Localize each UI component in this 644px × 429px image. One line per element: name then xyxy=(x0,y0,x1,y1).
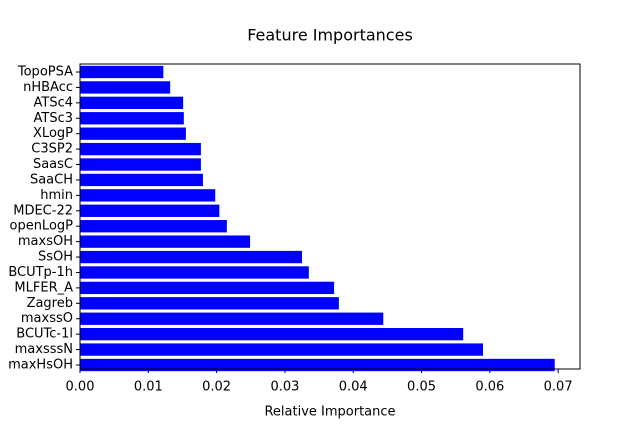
bar xyxy=(80,297,339,310)
bar xyxy=(80,96,184,110)
bar xyxy=(80,235,251,248)
bar xyxy=(80,343,484,356)
bar xyxy=(80,189,216,202)
y-tick-label: Zagreb xyxy=(27,296,73,311)
bar xyxy=(80,266,309,279)
y-tick-label: nHBAcc xyxy=(23,80,73,95)
y-tick-label: maxsOH xyxy=(18,234,73,249)
y-tick-label: SsOH xyxy=(38,250,73,265)
y-tick-label: MDEC-22 xyxy=(13,203,73,218)
bar xyxy=(80,250,302,264)
x-tick-label: 0.06 xyxy=(475,380,504,395)
bar xyxy=(80,127,186,140)
x-tick-label: 0.03 xyxy=(270,380,299,395)
x-tick-label: 0.05 xyxy=(407,380,436,395)
y-tick-label: TopoPSA xyxy=(17,65,73,80)
y-tick-label: maxHsOH xyxy=(8,358,73,373)
bar xyxy=(80,204,220,217)
y-tick-label: hmin xyxy=(40,188,73,203)
bar xyxy=(80,327,464,341)
y-tick-label: XLogP xyxy=(33,126,73,141)
y-tick-label: BCUTc-1l xyxy=(16,327,73,342)
bar xyxy=(80,312,384,325)
bar xyxy=(80,65,164,79)
x-tick-label: 0.07 xyxy=(544,380,573,395)
y-tick-label: maxssO xyxy=(21,311,73,326)
y-tick-label: SaaCH xyxy=(30,172,73,187)
bar xyxy=(80,158,201,171)
x-tick-label: 0.00 xyxy=(66,380,95,395)
y-tick-label: openLogP xyxy=(9,219,73,234)
bar xyxy=(80,220,227,233)
x-axis-label: Relative Importance xyxy=(264,405,395,420)
bar xyxy=(80,112,184,125)
bar xyxy=(80,358,555,372)
x-tick-label: 0.01 xyxy=(134,380,163,395)
y-tick-label: maxsssN xyxy=(15,342,73,357)
plot-frame xyxy=(79,63,581,370)
x-tick-label: 0.04 xyxy=(339,380,368,395)
bar xyxy=(80,142,201,156)
bar xyxy=(80,173,203,187)
bar xyxy=(80,281,335,295)
y-tick-label: BCUTp-1h xyxy=(8,265,73,280)
y-tick-label: C3SP2 xyxy=(31,142,73,157)
y-tick-label: MLFER_A xyxy=(14,280,73,295)
chart-title: Feature Importances xyxy=(247,26,413,45)
bar xyxy=(80,81,171,94)
y-tick-label: ATSc3 xyxy=(34,111,74,126)
x-tick-label: 0.02 xyxy=(202,380,231,395)
y-tick-label: SaasC xyxy=(33,157,73,172)
y-tick-label: ATSc4 xyxy=(34,95,74,110)
